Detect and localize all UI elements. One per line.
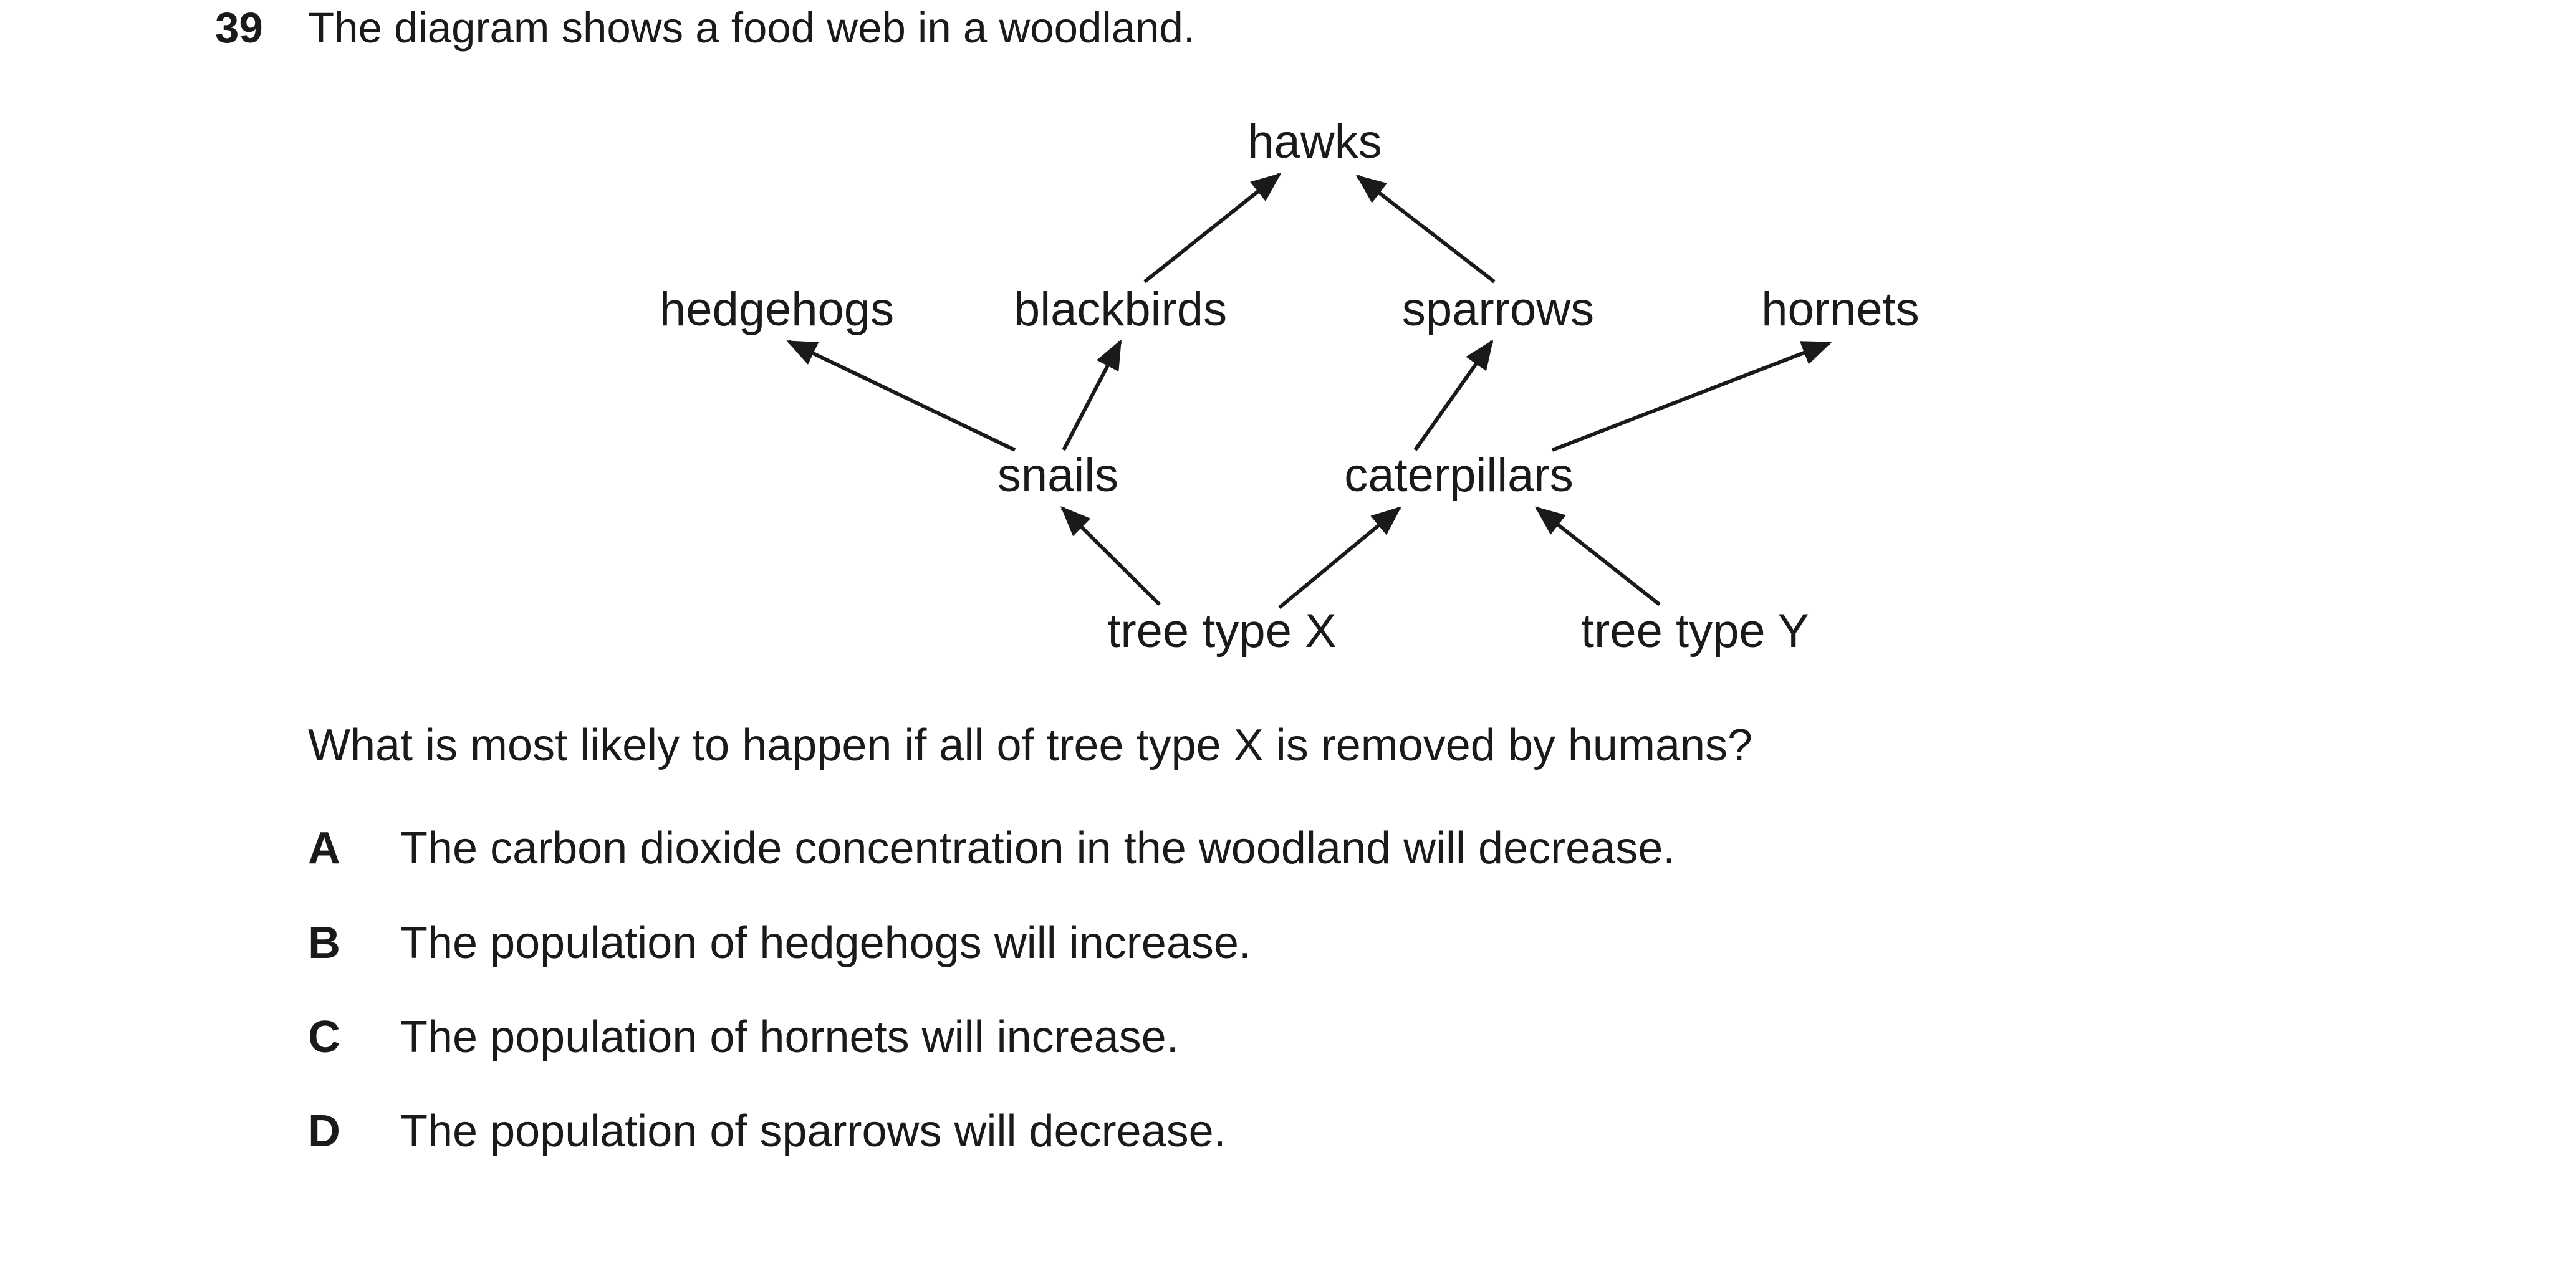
organism-hornets: hornets (1761, 283, 1920, 336)
option-text: The carbon dioxide concentration in the … (400, 823, 1676, 873)
arrow-blackbirds-to-hawks (1143, 173, 1282, 284)
organism-caterpillars: caterpillars (1344, 449, 1573, 502)
arrow-snails-to-hedgehogs (786, 340, 1016, 452)
arrow-snails-to-blackbirds (1062, 339, 1122, 451)
organism-hawks: hawks (1247, 115, 1382, 168)
organism-sparrows: sparrows (1402, 283, 1594, 336)
organism-blackbirds: blackbirds (1014, 283, 1227, 336)
food-web-diagram: hawks hedgehogs blackbirds sparrows horn… (660, 115, 1920, 658)
organism-tree-type-x: tree type X (1107, 605, 1337, 658)
option-letter: C (308, 1012, 340, 1062)
question-prompt: What is most likely to happen if all of … (308, 721, 1753, 770)
organism-hedgehogs: hedgehogs (660, 283, 894, 336)
arrow-tree-y-to-caterpillars (1534, 506, 1661, 606)
option-text: The population of hornets will increase. (400, 1012, 1179, 1062)
option-letter: D (308, 1106, 340, 1156)
organism-snails: snails (997, 449, 1118, 502)
option-letter: A (308, 823, 340, 873)
arrow-caterpillars-to-hornets (1551, 341, 1832, 452)
arrow-tree-x-to-snails (1060, 506, 1161, 606)
option-letter: B (308, 918, 340, 968)
arrow-tree-x-to-caterpillars (1278, 506, 1402, 610)
question-intro: The diagram shows a food web in a woodla… (308, 4, 1196, 52)
organism-tree-type-y: tree type Y (1581, 605, 1809, 658)
arrow-caterpillars-to-sparrows (1413, 339, 1494, 451)
option-text: The population of hedgehogs will increas… (400, 918, 1251, 968)
option-text: The population of sparrows will decrease… (400, 1106, 1226, 1156)
arrow-sparrows-to-hawks (1355, 175, 1496, 284)
question-number: 39 (215, 4, 263, 52)
